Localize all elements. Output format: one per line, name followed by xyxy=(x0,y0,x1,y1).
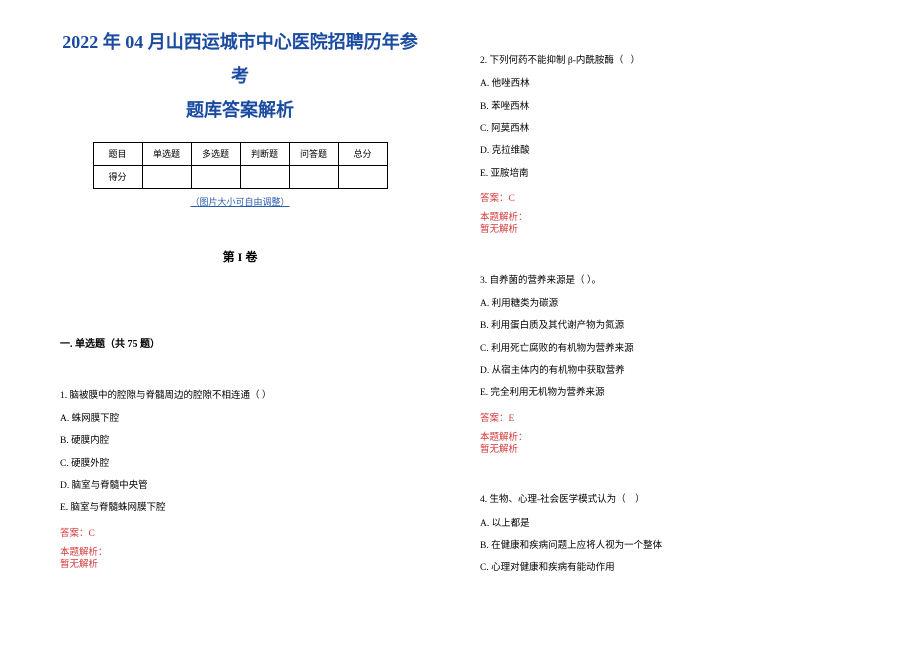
spacer xyxy=(480,257,860,275)
q3-opt-c: C. 利用死亡腐败的有机物为营养来源 xyxy=(480,343,860,355)
th-3: 判断题 xyxy=(240,142,289,165)
table-row: 得分 xyxy=(93,165,387,188)
q2-analysis-body: 暂无解析 xyxy=(480,224,860,236)
question-2: 2. 下列何药不能抑制 β-内酰胺酶（ ） A. 他唑西林 B. 苯唑西林 C.… xyxy=(480,55,860,237)
resize-note: （图片大小可自由调整） xyxy=(60,195,420,208)
row-label: 得分 xyxy=(93,165,142,188)
q1-analysis-label: 本题解析： xyxy=(60,547,420,559)
th-1: 单选题 xyxy=(142,142,191,165)
th-2: 多选题 xyxy=(191,142,240,165)
q2-opt-b: B. 苯唑西林 xyxy=(480,101,860,113)
q4-opt-c: C. 心理对健康和疾病有能动作用 xyxy=(480,562,860,574)
title-line-2: 题库答案解析 xyxy=(186,100,294,120)
question-4: 4. 生物、心理-社会医学模式认为（ ） A. 以上都是 B. 在健康和疾病问题… xyxy=(480,494,860,574)
q3-opt-b: B. 利用蛋白质及其代谢产物为氮源 xyxy=(480,320,860,332)
question-3: 3. 自养菌的营养来源是（ ）。 A. 利用糖类为碳源 B. 利用蛋白质及其代谢… xyxy=(480,275,860,457)
q2-opt-e: E. 亚胺培南 xyxy=(480,168,860,180)
page-container: 2022 年 04 月山西运城市中心医院招聘历年参考 题库答案解析 题目 单选题… xyxy=(0,0,920,595)
th-0: 题目 xyxy=(93,142,142,165)
q2-opt-d: D. 克拉维酸 xyxy=(480,145,860,157)
q1-opt-c: C. 硬膜外腔 xyxy=(60,458,420,470)
q3-opt-d: D. 从宿主体内的有机物中获取营养 xyxy=(480,365,860,377)
th-4: 问答题 xyxy=(289,142,338,165)
q1-answer: 答案：C xyxy=(60,525,420,539)
q1-analysis-body: 暂无解析 xyxy=(60,559,420,571)
table-row: 题目 单选题 多选题 判断题 问答题 总分 xyxy=(93,142,387,165)
section-heading: 一. 单选题（共 75 题） xyxy=(60,335,420,350)
q2-opt-a: A. 他唑西林 xyxy=(480,78,860,90)
q4-opt-a: A. 以上都是 xyxy=(480,518,860,530)
q3-stem: 3. 自养菌的营养来源是（ ）。 xyxy=(480,275,860,288)
q3-opt-a: A. 利用糖类为碳源 xyxy=(480,298,860,310)
q3-opt-e: E. 完全利用无机物为营养来源 xyxy=(480,387,860,399)
q4-stem: 4. 生物、心理-社会医学模式认为（ ） xyxy=(480,494,860,507)
cell-empty xyxy=(240,165,289,188)
q2-opt-c: C. 阿莫西林 xyxy=(480,123,860,135)
q2-analysis-label: 本题解析： xyxy=(480,212,860,224)
cell-empty xyxy=(338,165,387,188)
left-column: 2022 年 04 月山西运城市中心医院招聘历年参考 题库答案解析 题目 单选题… xyxy=(0,0,460,595)
score-table: 题目 单选题 多选题 判断题 问答题 总分 得分 xyxy=(93,142,388,189)
spacer xyxy=(480,476,860,494)
document-title: 2022 年 04 月山西运城市中心医院招聘历年参考 题库答案解析 xyxy=(60,25,420,128)
cell-empty xyxy=(289,165,338,188)
cell-empty xyxy=(191,165,240,188)
cell-empty xyxy=(142,165,191,188)
q1-opt-a: A. 蛛网膜下腔 xyxy=(60,413,420,425)
q1-opt-b: B. 硬膜内腔 xyxy=(60,435,420,447)
q4-opt-b: B. 在健康和疾病问题上应将人视为一个整体 xyxy=(480,540,860,552)
q3-answer: 答案：E xyxy=(480,410,860,424)
right-column: 2. 下列何药不能抑制 β-内酰胺酶（ ） A. 他唑西林 B. 苯唑西林 C.… xyxy=(460,0,920,595)
q3-analysis-body: 暂无解析 xyxy=(480,444,860,456)
title-line-1: 2022 年 04 月山西运城市中心医院招聘历年参考 xyxy=(62,32,418,86)
q1-opt-e: E. 脑室与脊髓蛛网膜下腔 xyxy=(60,502,420,514)
question-1: 1. 脑被膜中的腔隙与脊髓周边的腔隙不相连通（ ） A. 蛛网膜下腔 B. 硬膜… xyxy=(60,390,420,572)
q2-answer: 答案：C xyxy=(480,190,860,204)
q1-stem: 1. 脑被膜中的腔隙与脊髓周边的腔隙不相连通（ ） xyxy=(60,390,420,403)
q3-analysis-label: 本题解析： xyxy=(480,432,860,444)
volume-title: 第 I 卷 xyxy=(60,248,420,265)
q1-opt-d: D. 脑室与脊髓中央管 xyxy=(60,480,420,492)
th-5: 总分 xyxy=(338,142,387,165)
q2-stem: 2. 下列何药不能抑制 β-内酰胺酶（ ） xyxy=(480,55,860,68)
